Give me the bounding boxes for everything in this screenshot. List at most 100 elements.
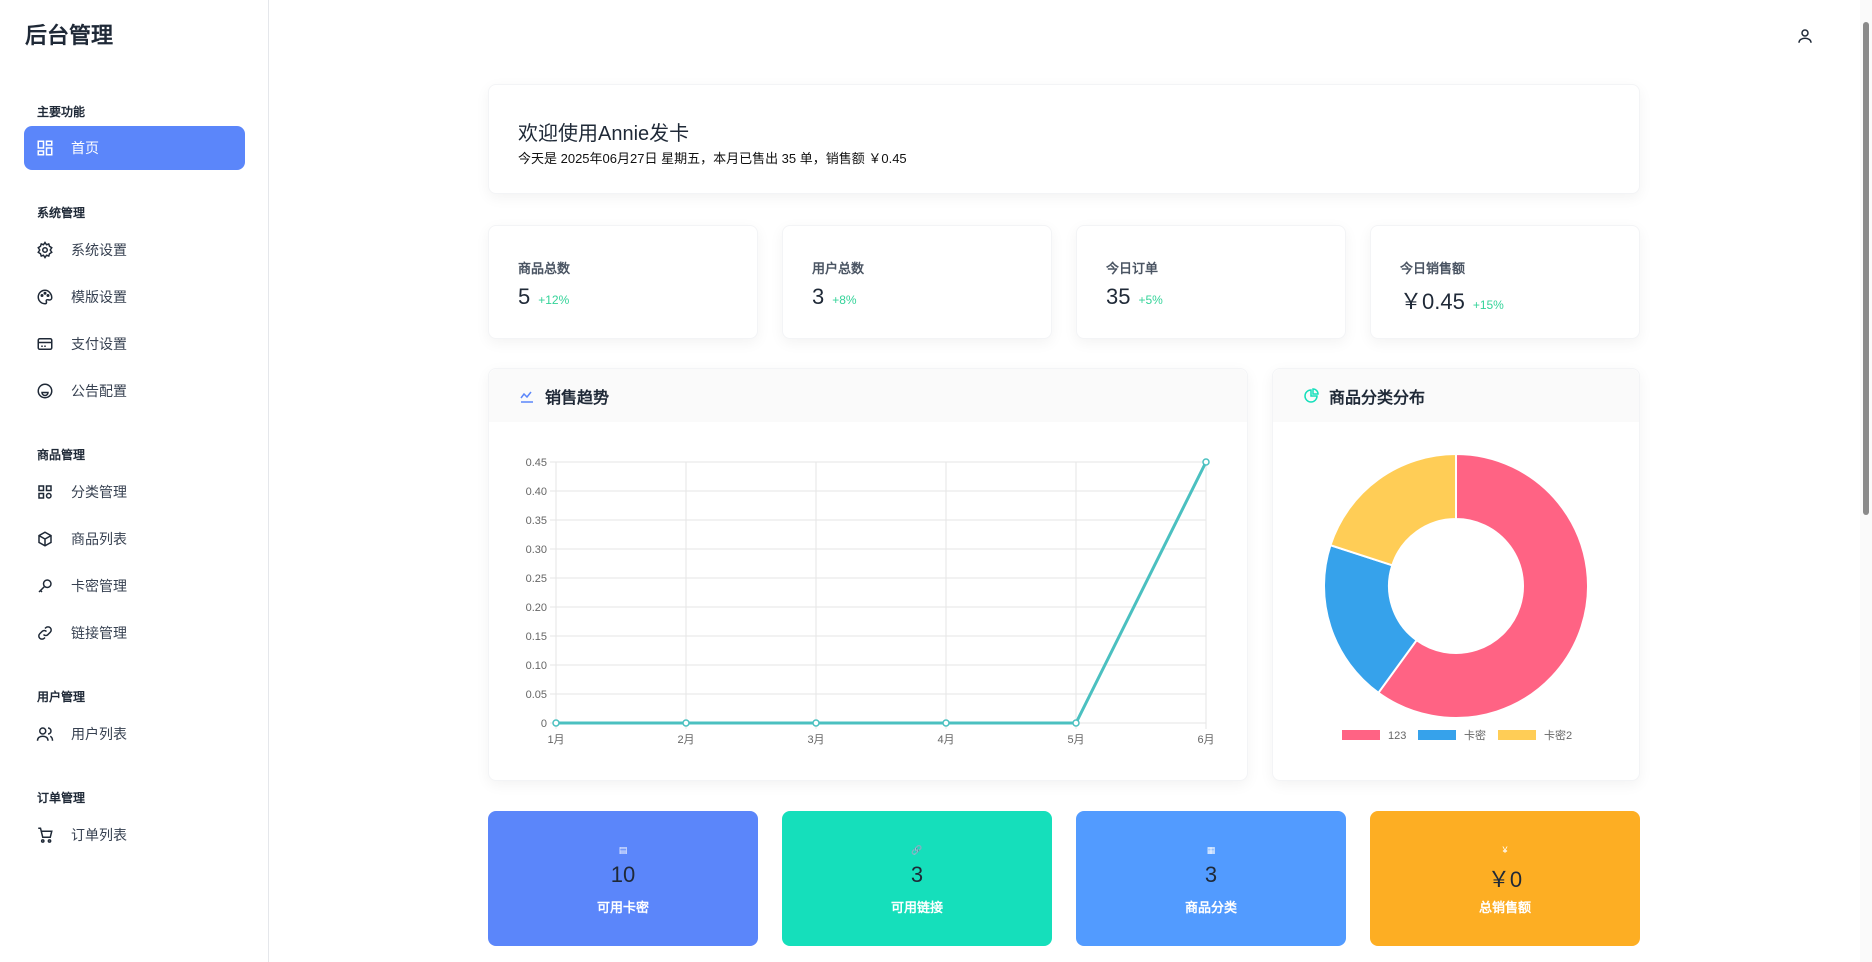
- sidebar: 后台管理 主要功能 首页 系统管理 系统设置 模版设置 支付设置 公告配置 商品管理 分类管理商…: [0, 0, 269, 962]
- data-point: [1202, 458, 1210, 466]
- scrollbar-thumb[interactable]: [1863, 22, 1869, 515]
- card-icon: ▤: [618, 845, 628, 855]
- donut-slice: [1377, 452, 1589, 719]
- sidebar-item-label: 订单列表: [71, 827, 127, 843]
- tile-value: 10: [610, 862, 636, 887]
- palette-icon: [37, 289, 53, 305]
- cart-icon: [38, 827, 53, 843]
- y-tick-label: 0: [541, 718, 547, 730]
- link-icon: [38, 626, 52, 640]
- key-icon: [38, 579, 52, 593]
- tile-value: ￥0: [1487, 867, 1523, 892]
- welcome-title: 欢迎使用Annie发卡: [518, 123, 690, 145]
- nav-section-label: 商品管理: [37, 448, 86, 462]
- users-icon: [36, 727, 54, 741]
- yen-icon: ¥: [1502, 845, 1508, 855]
- data-point: [1072, 719, 1080, 727]
- credit-card-icon: [37, 338, 53, 350]
- y-tick-label: 0.20: [526, 602, 547, 614]
- stat-trend: +5%: [1138, 293, 1163, 307]
- sidebar-item-grid[interactable]: 分类管理: [24, 470, 245, 514]
- legend-label: 123: [1388, 730, 1406, 742]
- nav-section-label: 用户管理: [37, 690, 86, 704]
- legend-label: 卡密: [1464, 728, 1486, 742]
- stat-value: 5: [518, 284, 531, 309]
- summary-tile: ▦ 3 商品分类: [1076, 811, 1346, 946]
- tile-value: 3: [910, 862, 924, 887]
- tile-label: 总销售额: [1478, 900, 1531, 915]
- stat-card: 今日订单 35 +5%: [1076, 225, 1346, 339]
- legend-label: 卡密2: [1544, 728, 1572, 742]
- y-tick-label: 0.45: [526, 457, 547, 469]
- x-tick-label: 4月: [937, 734, 954, 746]
- stat-trend: +8%: [832, 293, 857, 307]
- app-title: 后台管理: [25, 23, 114, 48]
- sidebar-item-label: 商品列表: [71, 531, 127, 547]
- user-menu-button[interactable]: [1796, 27, 1814, 45]
- tile-label: 商品分类: [1184, 900, 1237, 915]
- sidebar-item-label: 公告配置: [71, 383, 127, 399]
- stat-label: 今日订单: [1106, 261, 1159, 276]
- legend-swatch: [1418, 730, 1456, 740]
- y-tick-label: 0.30: [526, 544, 547, 556]
- data-point: [552, 719, 560, 727]
- sales-trend-title: 销售趋势: [545, 389, 610, 407]
- sidebar-item-credit-card[interactable]: 支付设置: [24, 322, 245, 366]
- legend-swatch: [1498, 730, 1536, 740]
- sidebar-item-dashboard[interactable]: 首页: [24, 126, 245, 170]
- link-icon: 🔗: [911, 845, 923, 855]
- category-donut-chart: 123 卡密 卡密2: [1323, 452, 1589, 742]
- sidebar-item-label: 分类管理: [71, 484, 127, 500]
- donut-slice: [1323, 543, 1419, 695]
- sidebar-item-label: 用户列表: [71, 726, 127, 742]
- card-header: 商品分类分布: [1273, 369, 1639, 422]
- gear-icon: [37, 241, 53, 259]
- sidebar-item-key[interactable]: 卡密管理: [24, 564, 245, 608]
- y-tick-label: 0.10: [526, 660, 547, 672]
- sales-trend-card: 销售趋势 0 0.05 0.10 0.15 0.20 0.25 0.30 0.35 0.40 0.…: [488, 368, 1248, 781]
- sidebar-item-label: 首页: [71, 140, 99, 156]
- data-point: [942, 719, 950, 727]
- x-tick-label: 5月: [1067, 734, 1084, 746]
- stat-trend: +12%: [538, 293, 570, 307]
- chart-line-icon: [520, 391, 533, 403]
- x-tick-label: 2月: [677, 734, 694, 746]
- x-tick-label: 1月: [547, 734, 564, 746]
- sidebar-item-smile[interactable]: 公告配置: [24, 369, 245, 413]
- sidebar-item-link[interactable]: 链接管理: [24, 611, 245, 655]
- sidebar-item-users[interactable]: 用户列表: [24, 712, 245, 756]
- x-tick-label: 6月: [1197, 734, 1214, 746]
- stat-value: ￥0.45: [1400, 289, 1465, 314]
- y-tick-label: 0.15: [526, 631, 547, 643]
- y-tick-label: 0.05: [526, 689, 547, 701]
- dashboard-icon: [37, 140, 53, 156]
- tile-label: 可用链接: [890, 900, 943, 915]
- sidebar-item-palette[interactable]: 模版设置: [24, 275, 245, 319]
- legend-swatch: [1342, 730, 1380, 740]
- nav-section-label: 订单管理: [37, 791, 86, 805]
- nav-section-label: 主要功能: [37, 105, 86, 119]
- tile-value: 3: [1204, 862, 1218, 887]
- donut-slice: [1329, 452, 1457, 567]
- sidebar-item-label: 卡密管理: [71, 578, 127, 594]
- sidebar-item-box[interactable]: 商品列表: [24, 517, 245, 561]
- sidebar-item-cart[interactable]: 订单列表: [24, 813, 245, 857]
- sales-line-chart: 0 0.05 0.10 0.15 0.20 0.25 0.30 0.35 0.40 0.45 1月 2…: [526, 457, 1215, 746]
- stat-label: 用户总数: [812, 261, 865, 276]
- data-point: [812, 719, 820, 727]
- stat-trend: +15%: [1472, 298, 1504, 312]
- pie-chart-icon: [1304, 387, 1319, 403]
- y-tick-label: 0.35: [526, 515, 547, 527]
- box-icon: [38, 531, 52, 547]
- smile-icon: [37, 383, 53, 399]
- sidebar-item-label: 系统设置: [71, 242, 127, 258]
- category-pie-title: 商品分类分布: [1329, 389, 1426, 407]
- sidebar-item-label: 支付设置: [71, 336, 127, 352]
- scrollbar[interactable]: [1860, 0, 1872, 962]
- stat-card: 用户总数 3 +8%: [782, 225, 1052, 339]
- stat-label: 商品总数: [518, 261, 571, 276]
- stat-label: 今日销售额: [1400, 261, 1466, 276]
- stat-card: 商品总数 5 +12%: [488, 225, 758, 339]
- summary-tile: ▤ 10 可用卡密: [488, 811, 758, 946]
- sidebar-item-gear[interactable]: 系统设置: [24, 228, 245, 272]
